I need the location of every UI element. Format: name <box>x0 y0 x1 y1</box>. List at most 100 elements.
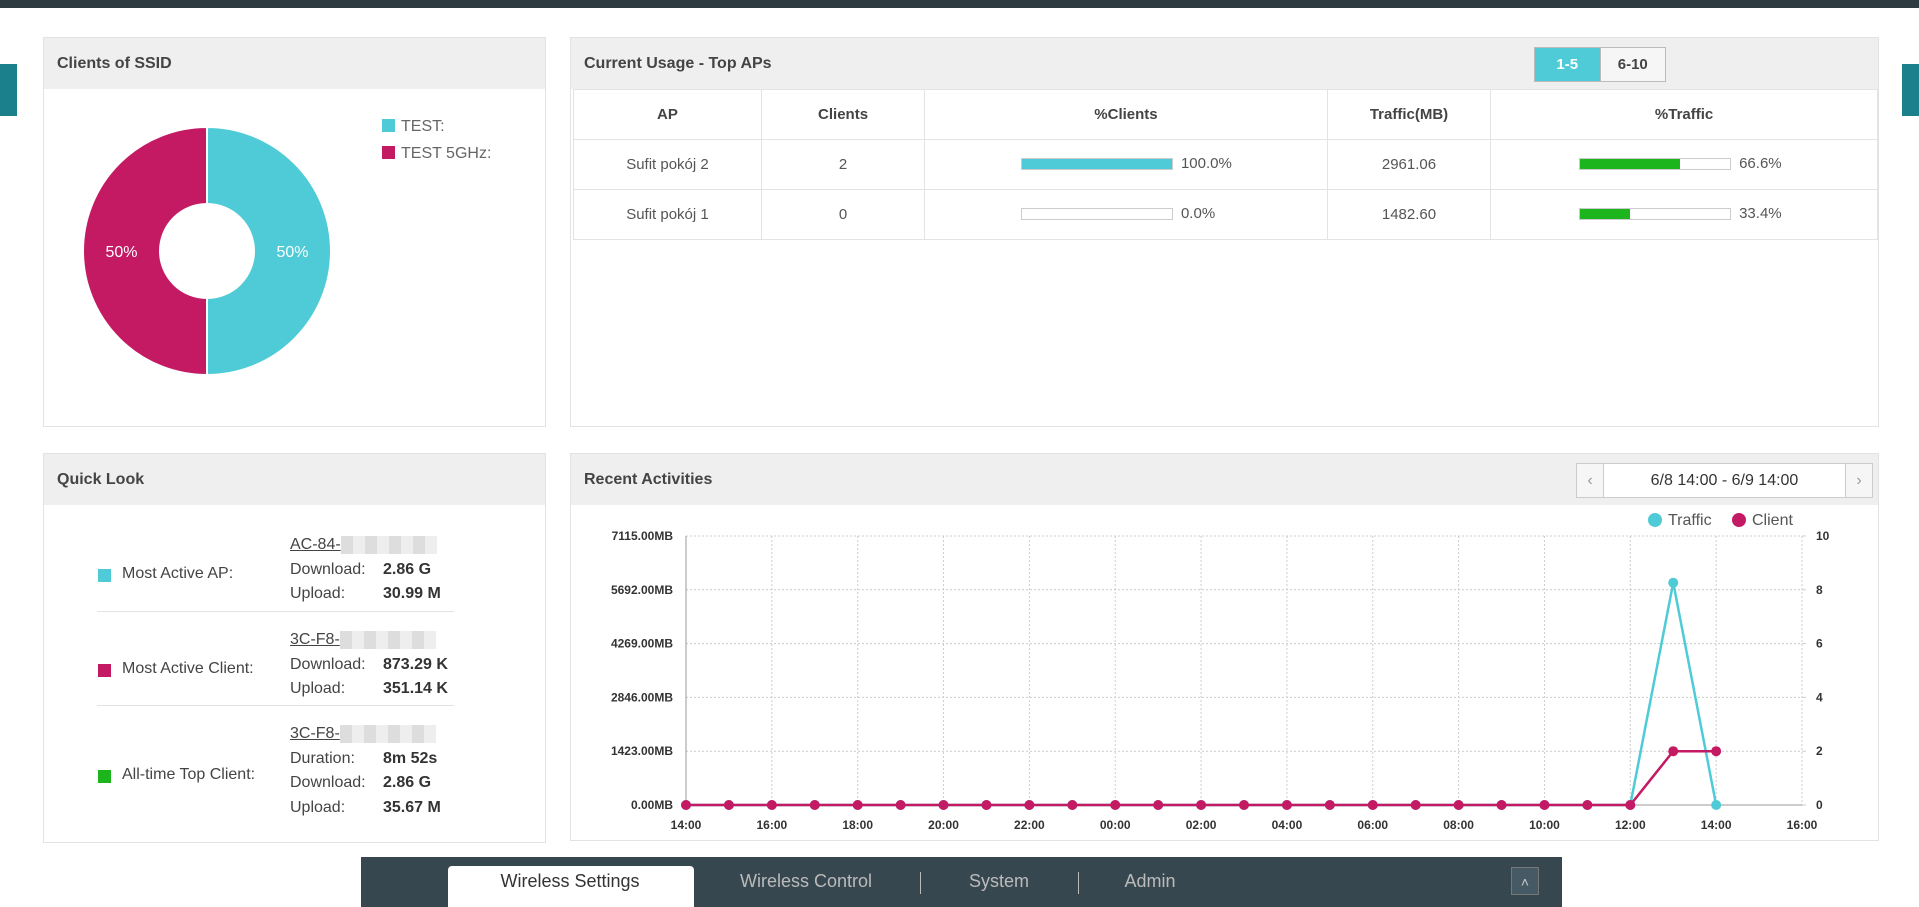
mac-text: 3C-F8- <box>290 725 340 742</box>
table-row: Sufit pokój 1 0 0.0% 1482.60 33.4% <box>573 189 1878 240</box>
bar-track <box>1020 207 1173 220</box>
nav-tab[interactable]: Wireless Settings <box>500 871 640 891</box>
y-tick-label: 1423.00MB <box>611 744 673 758</box>
x-tick-label: 12:00 <box>1615 818 1646 832</box>
point <box>809 800 820 810</box>
detail-key: Upload: <box>290 680 346 697</box>
y2-tick-label: 0 <box>1816 798 1823 812</box>
prev-button[interactable]: ‹ <box>1577 464 1604 497</box>
panel: Recent Activities ‹ 6/8 14:00 - 6/9 14:0… <box>570 453 1879 841</box>
point <box>1453 800 1464 810</box>
bar-label: 0.0% <box>1180 205 1216 223</box>
mac-text: AC-84- <box>290 536 341 553</box>
detail-value: 351.14 K <box>383 680 448 697</box>
separator <box>97 705 454 706</box>
mac-address: 3C-F8- <box>290 631 436 649</box>
point <box>1367 800 1378 810</box>
mac-address: AC-84- <box>290 536 437 554</box>
y-tick-label: 4269.00MB <box>611 637 673 651</box>
cell: 2 <box>760 139 926 190</box>
point <box>766 800 777 810</box>
slice-label: 50% <box>105 244 137 261</box>
point <box>895 800 906 810</box>
bar-cell: 100.0% <box>1020 155 1232 172</box>
panel-title: Quick Look <box>44 454 545 505</box>
y2-tick-label: 6 <box>1816 637 1823 651</box>
redacted <box>339 631 436 649</box>
slice-label: 50% <box>276 244 308 261</box>
point <box>1496 800 1507 810</box>
point <box>1668 746 1679 757</box>
point <box>723 800 734 810</box>
pie-slice <box>206 125 332 377</box>
point <box>1196 800 1207 810</box>
legend-label: TEST: <box>401 118 445 135</box>
x-tick-label: 20:00 <box>928 818 959 832</box>
detail-key: Download: <box>290 774 366 791</box>
legend-swatch <box>382 146 395 159</box>
detail-value: 873.29 K <box>383 655 448 673</box>
point <box>1539 800 1550 810</box>
column-header: AP <box>573 89 762 140</box>
x-tick-label: 10:00 <box>1529 818 1560 832</box>
point <box>1239 800 1249 810</box>
page-button[interactable]: 6-10 <box>1599 48 1665 81</box>
redacted <box>339 725 436 743</box>
legend-swatch <box>98 663 111 677</box>
x-tick-label: 14:00 <box>671 818 702 832</box>
bar <box>1021 158 1172 169</box>
panel: Current Usage - Top APs 1-5 6-10 AP Clien… <box>570 37 1879 427</box>
point <box>1668 577 1679 588</box>
x-tick-label: 14:00 <box>1701 818 1732 832</box>
bottom-nav: ˄ Wireless Settings Wireless Control Syste… <box>361 857 1562 907</box>
page-button[interactable]: 1-5 <box>1535 48 1600 81</box>
column-header: Traffic(MB) <box>1326 89 1492 140</box>
bar-cell: 33.4% <box>1579 205 1789 222</box>
y2-tick-label: 4 <box>1816 690 1823 704</box>
detail-key: Upload: <box>290 798 346 816</box>
cell: Sufit pokój 1 <box>573 189 762 240</box>
line-chart: 0.00MB 1423.00MB 2846.00MB 4269.00MB 5692.00… <box>611 512 1830 832</box>
nav-tab[interactable]: System <box>968 871 1029 891</box>
x-tick-label: 04:00 <box>1272 818 1303 832</box>
active-tab-bg <box>448 866 694 907</box>
nav-tab[interactable]: Admin <box>1124 871 1176 891</box>
point <box>938 800 949 810</box>
point <box>1625 800 1636 810</box>
legend-swatch <box>98 568 111 582</box>
y-tick-label: 7115.00MB <box>612 529 674 543</box>
redacted <box>340 536 437 554</box>
cell: Sufit pokój 2 <box>573 139 762 190</box>
detail-value: 2.86 G <box>383 774 432 791</box>
side-strip <box>0 64 17 116</box>
collapse-button[interactable]: ˄ <box>1511 867 1539 895</box>
legend-marker <box>1648 513 1662 527</box>
x-tick-label: 16:00 <box>1787 818 1818 832</box>
y2-tick-label: 2 <box>1816 744 1823 758</box>
mac-address: 3C-F8- <box>290 725 436 743</box>
legend-label: TEST 5GHz: <box>401 145 491 162</box>
x-tick-label: 00:00 <box>1100 818 1131 832</box>
cell: 100.0% <box>924 139 1328 190</box>
nav-tab[interactable]: Wireless Control <box>739 871 873 891</box>
mac-text: 3C-F8- <box>290 631 340 648</box>
point <box>981 800 992 810</box>
pie-chart: 50%TEST:150%TEST 5GHz:1 <box>82 118 491 377</box>
next-button[interactable]: › <box>1845 464 1872 497</box>
x-tick-label: 22:00 <box>1014 818 1045 832</box>
range-text: 6/8 14:00 - 6/9 14:00 <box>1650 472 1799 489</box>
item-label: Most Active AP: <box>122 564 234 582</box>
point <box>1711 800 1722 810</box>
legend-swatch <box>98 770 111 783</box>
detail-value: 2.86 G <box>383 560 432 578</box>
panel-title: Clients of SSID <box>44 38 545 89</box>
bar <box>1580 158 1680 169</box>
bar-label: 66.6% <box>1739 155 1782 173</box>
detail-key: Download: <box>290 655 366 673</box>
pager: 1-5 6-10 <box>1534 47 1666 82</box>
y2-tick-label: 8 <box>1816 583 1823 597</box>
cell: 0 <box>760 189 926 240</box>
cell: 1482.60 <box>1326 189 1492 240</box>
point <box>681 800 691 810</box>
